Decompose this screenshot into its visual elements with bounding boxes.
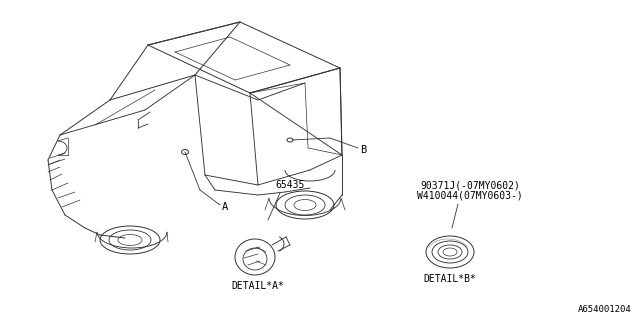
Text: W410044(07MY0603-): W410044(07MY0603-) [417, 191, 523, 201]
Text: DETAIL*B*: DETAIL*B* [424, 274, 476, 284]
Text: B: B [360, 145, 366, 155]
Text: 65435: 65435 [275, 180, 305, 190]
Text: A654001204: A654001204 [579, 305, 632, 314]
Text: A: A [222, 202, 228, 212]
Text: DETAIL*A*: DETAIL*A* [232, 281, 284, 291]
Text: 90371J(-07MY0602): 90371J(-07MY0602) [420, 180, 520, 190]
